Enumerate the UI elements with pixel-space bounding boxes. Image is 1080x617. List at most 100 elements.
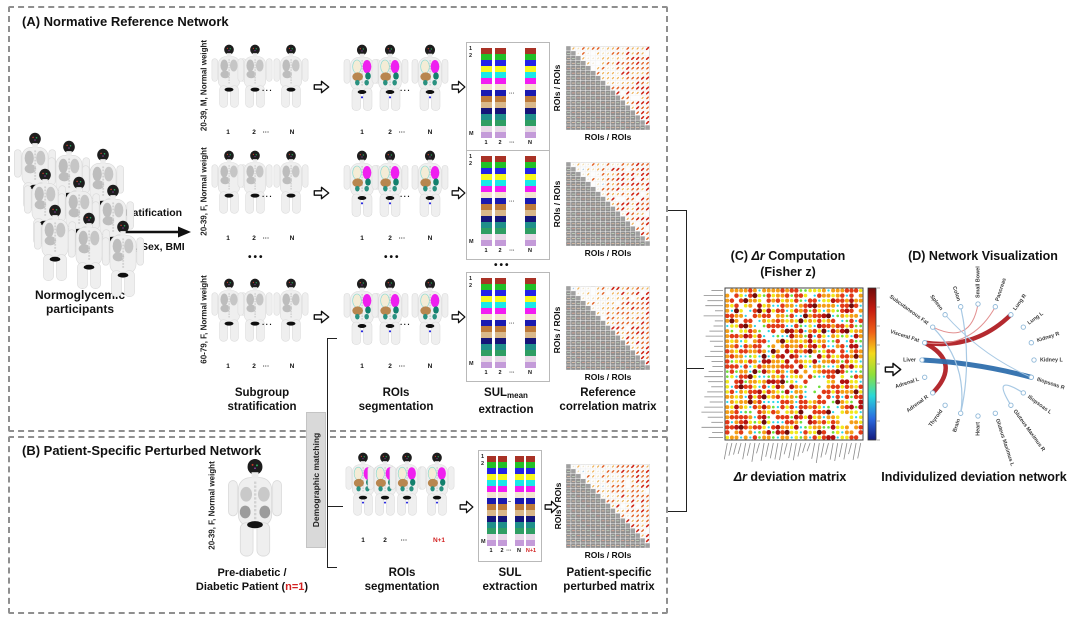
- panel-c-title: (C) Δr Computation: [730, 249, 846, 263]
- sul-col-label: 2: [498, 370, 502, 376]
- matching-bracket-vertical: [327, 338, 328, 568]
- row-ellipsis: ···: [400, 192, 411, 201]
- body-index-label: ···: [398, 235, 406, 242]
- sul-bar: [498, 456, 507, 546]
- body-index-label: ···: [398, 363, 406, 370]
- sul-row-label: 1: [481, 454, 485, 460]
- reference-matrix-1: [565, 45, 651, 131]
- sul-col-label: N: [517, 548, 521, 554]
- sul-row-label: M: [481, 539, 486, 545]
- body-index-label: 1: [226, 129, 230, 136]
- caption-subgroup: Subgroup stratification: [227, 387, 297, 413]
- svg-text:Adrenal L: Adrenal L: [895, 377, 921, 391]
- body-index-label: ···: [262, 129, 270, 136]
- svg-text:Colon: Colon: [951, 286, 961, 302]
- arrow-subgroup-to-seg-2: [313, 186, 330, 200]
- sul-row-label: 2: [481, 461, 485, 467]
- svg-text:Kidney R: Kidney R: [1036, 331, 1060, 344]
- body-figure: [410, 150, 450, 234]
- row-ellipsis: ···: [400, 86, 411, 95]
- panel-b-title: (B) Patient-Specific Perturbed Network: [22, 443, 262, 458]
- body-index-label: 1: [226, 363, 230, 370]
- svg-text:Liver: Liver: [903, 357, 917, 363]
- subgroup-row-1: ··· 1 2 ··· N: [210, 44, 310, 138]
- sul-row-label: M: [469, 239, 474, 245]
- body-figure: [410, 278, 450, 362]
- svg-text:Kidney L: Kidney L: [1040, 357, 1063, 363]
- sul-bar: [525, 48, 536, 138]
- body-index-label: N: [427, 129, 433, 136]
- sul-bar: [495, 156, 506, 246]
- deviation-heatmap: [694, 286, 880, 476]
- panel-d-title: (D) Network Visualization: [908, 249, 1058, 263]
- sul-col-label: 2: [498, 140, 502, 146]
- sul-col-label: 2: [500, 548, 504, 554]
- svg-text:Subcutaneous Fat: Subcutaneous Fat: [888, 294, 929, 326]
- sul-col-label: 1: [489, 548, 493, 554]
- matching-bracket-mid-tick: [327, 506, 343, 507]
- body-index-label: 2: [388, 129, 392, 136]
- row-ellipsis: ···: [262, 192, 273, 201]
- body-index-label: 1: [226, 235, 230, 242]
- sul-col-label: ···: [509, 248, 515, 254]
- body-figure: [342, 150, 382, 234]
- sul-bar: [526, 456, 535, 546]
- panel-a-title: (A) Normative Reference Network: [22, 14, 229, 29]
- rows-ellipsis-sul: •••: [494, 260, 511, 271]
- sul-bar: [495, 48, 506, 138]
- arrow-subgroup-to-seg-1: [313, 80, 330, 94]
- caption-perturbed-matrix: Patient-specific perturbed matrix: [563, 567, 655, 593]
- sul-bar: [481, 278, 492, 368]
- caption-reference-matrix: Reference correlation matrix: [559, 387, 657, 413]
- sul-box-1: 1 2 M ··· 1 2 ··· N: [466, 42, 550, 152]
- sul-col-label: N: [528, 248, 532, 254]
- panel-c-title-line2: (Fisher z): [760, 265, 816, 279]
- body-index-label: 1: [360, 235, 364, 242]
- body-index-label: 2: [252, 363, 256, 370]
- patient-subgroup-label: 20-39, F, Normal weight: [207, 461, 217, 550]
- svg-text:Lung L: Lung L: [1027, 311, 1046, 327]
- sul-row-label: 2: [469, 283, 473, 289]
- sul-box-b: 1 2 M –1 2 ··· N N+1: [478, 450, 542, 562]
- participant-stack: [10, 128, 160, 297]
- demographic-matching-label: Demographic matching: [311, 432, 321, 528]
- patient-seg-row: 1 2 ··· N+1: [344, 452, 458, 552]
- demographic-matching-band: Demographic matching: [306, 412, 326, 548]
- svg-text:Heart: Heart: [975, 422, 981, 436]
- sul-col-label: N+1: [525, 548, 537, 554]
- svg-text:Pancreas: Pancreas: [995, 277, 1008, 302]
- arrow-sul-to-matrix-b: [544, 500, 559, 514]
- body-index-label: 2: [388, 235, 392, 242]
- rows-ellipsis-subgroup: •••: [248, 252, 265, 263]
- participant-body: [32, 204, 78, 284]
- body-index-label: 2: [383, 537, 387, 544]
- body-index-label: N: [289, 235, 295, 242]
- seg-row-1: ··· 1 2 ··· N: [342, 44, 450, 138]
- svg-text:Small Bowel: Small Bowel: [975, 266, 981, 298]
- patient-body: [224, 458, 286, 560]
- svg-text:Visceral Fat: Visceral Fat: [889, 329, 920, 344]
- sul-col-label: ···: [506, 548, 512, 554]
- matching-bracket-top-tick: [327, 338, 337, 339]
- sul-row-label: 1: [469, 276, 473, 282]
- body-index-label: ···: [400, 537, 408, 544]
- reference-matrix-2: [565, 161, 651, 247]
- body-figure: [370, 150, 410, 234]
- arrow-seg-to-sul-2: [451, 186, 466, 200]
- sul-ellipsis: –: [508, 499, 512, 505]
- matrix1-yaxis: ROIs / ROIs: [552, 64, 562, 112]
- svg-text:Lung R: Lung R: [1012, 293, 1028, 312]
- body-figure: [236, 44, 274, 128]
- sul-ellipsis: ···: [509, 321, 515, 327]
- sul-box-2: 1 2 M ··· 1 2 ··· N: [466, 150, 550, 260]
- body-index-label: 1: [360, 129, 364, 136]
- subgroup-label-2: 20-39, F, Normal weight: [199, 147, 209, 236]
- body-index-label: N: [427, 363, 433, 370]
- body-figure: [210, 44, 248, 128]
- body-index-label: 2: [388, 363, 392, 370]
- sul-ellipsis: ···: [509, 199, 515, 205]
- matching-bracket-bottom-tick: [327, 567, 337, 568]
- reference-matrix-3: [565, 285, 651, 371]
- sul-col-label: ···: [509, 140, 515, 146]
